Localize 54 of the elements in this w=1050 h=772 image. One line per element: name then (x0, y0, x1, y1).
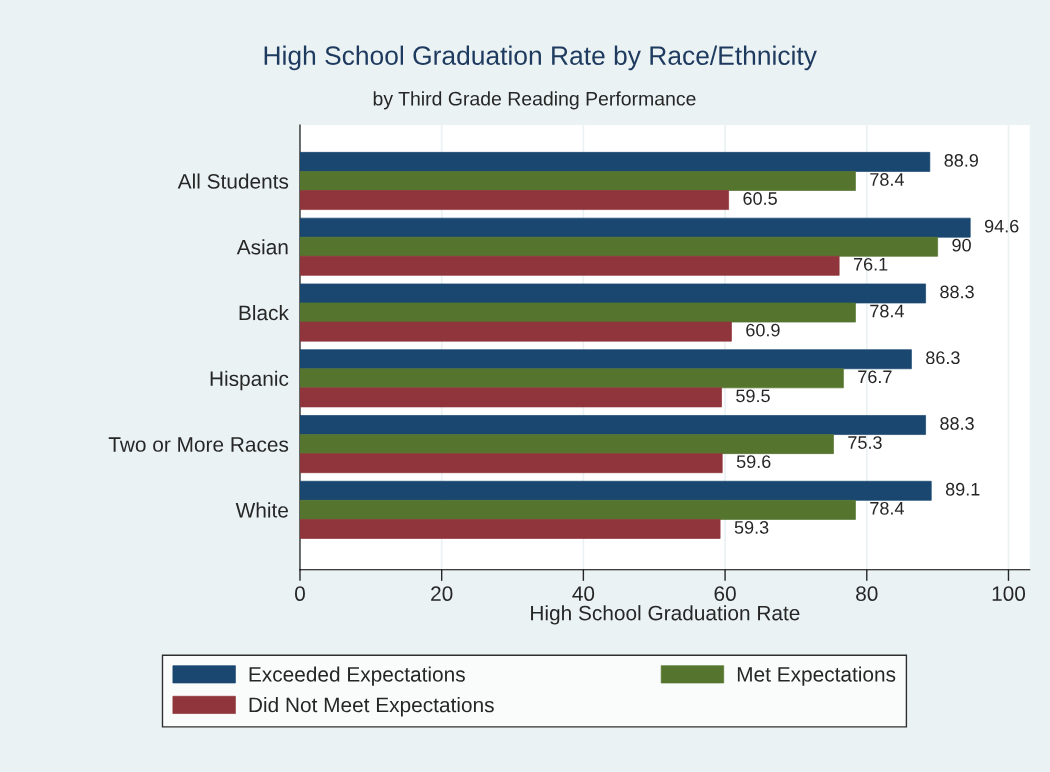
x-tick-label: 60 (714, 586, 736, 602)
data-label: 90 (952, 238, 971, 252)
bar (299, 349, 912, 370)
bar (299, 171, 856, 191)
bar (299, 499, 856, 520)
data-label: 60.9 (746, 323, 780, 337)
data-label: 76.7 (858, 370, 892, 384)
chart-title: High School Graduation Rate by Race/Ethnicity (264, 45, 817, 71)
bar (299, 190, 729, 210)
bar (299, 152, 931, 172)
data-label: 78.4 (870, 173, 904, 186)
x-axis-title: High School Graduation Rate (531, 605, 800, 625)
chart-subtitle: by Third Grade Reading Performance (373, 91, 696, 110)
bar (299, 519, 721, 539)
y-tick-label: Two or More Races (108, 437, 289, 452)
data-label: 59.5 (736, 389, 770, 403)
data-label: 75.3 (848, 436, 882, 449)
bar (299, 236, 938, 257)
data-label: 59.6 (736, 455, 771, 469)
bar (299, 217, 971, 238)
data-label: 89.1 (945, 482, 980, 496)
legend-label: Did Not Meet Expectations (249, 697, 494, 717)
bar (299, 415, 926, 435)
data-label: 86.3 (926, 351, 960, 365)
data-label: 88.9 (944, 153, 979, 167)
data-label: 88.3 (940, 285, 974, 299)
bar (299, 283, 926, 304)
bar (299, 453, 723, 474)
bar (299, 434, 834, 454)
bar (299, 255, 840, 276)
legend-label: Met Expectations (737, 666, 896, 686)
data-label: 78.4 (870, 501, 904, 515)
data-label: 76.1 (853, 257, 888, 271)
bar (299, 302, 856, 323)
y-tick-label: Asian (236, 239, 288, 255)
data-label: 88.3 (940, 417, 974, 430)
bar (299, 387, 722, 408)
x-tick-label: 100 (992, 586, 1026, 602)
data-label: 60.5 (743, 192, 777, 205)
legend-label: Exceeded Expectations (249, 666, 465, 686)
x-tick-label: 0 (295, 586, 305, 602)
data-label: 78.4 (870, 304, 904, 318)
y-tick-label: Black (239, 304, 289, 321)
y-tick-label: All Students (177, 173, 289, 189)
bar (299, 368, 844, 389)
data-label: 94.6 (984, 219, 1019, 233)
y-tick-label: Hispanic (210, 370, 289, 391)
x-tick-label: 40 (572, 586, 595, 602)
y-tick-label: White (235, 502, 288, 518)
bar (299, 480, 932, 501)
bar (299, 321, 732, 342)
data-label: 59.3 (734, 521, 769, 534)
x-tick-label: 20 (431, 586, 453, 602)
x-tick-label: 80 (856, 586, 878, 602)
